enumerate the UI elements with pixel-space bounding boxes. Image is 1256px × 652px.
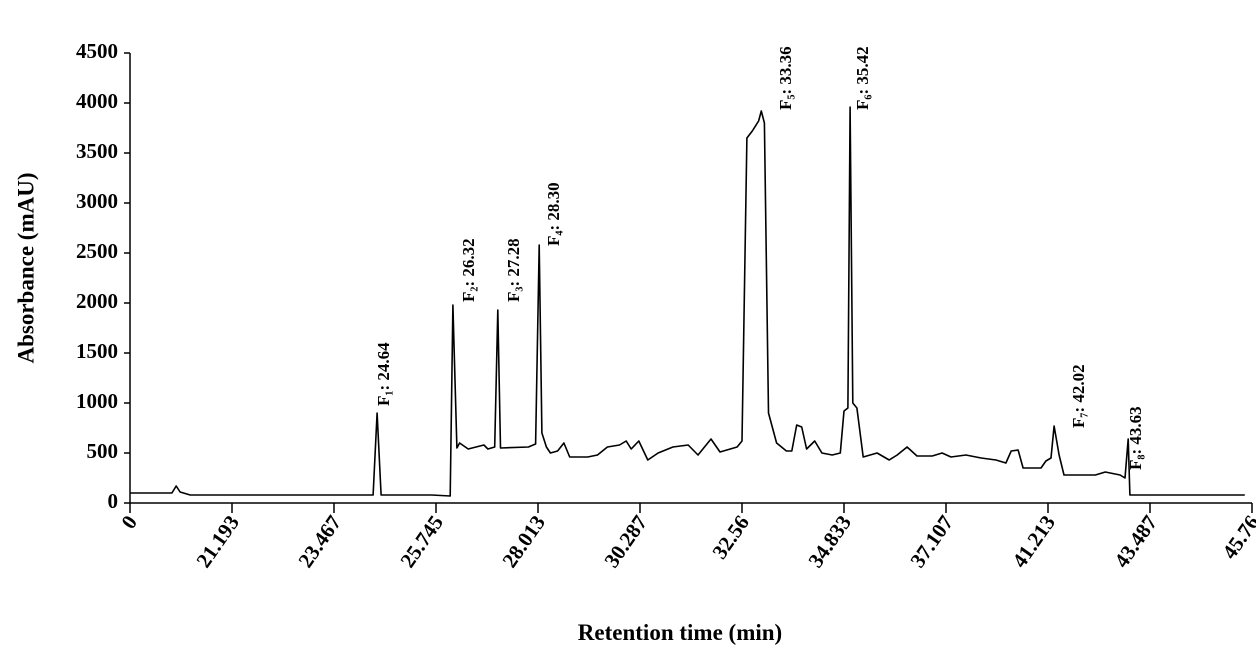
x-axis-title: Retention time (min) bbox=[578, 620, 782, 645]
y-axis-title: Absorbance (mAU) bbox=[13, 172, 38, 363]
y-tick-label: 0 bbox=[108, 489, 119, 513]
x-tick-label: 30.287 bbox=[599, 511, 652, 572]
x-tick-label: 32.56 bbox=[707, 511, 754, 563]
y-tick-label: 2500 bbox=[76, 239, 118, 263]
peak-annotation: F₈: 43.63 bbox=[1126, 406, 1145, 470]
y-tick-label: 500 bbox=[87, 439, 119, 463]
line bbox=[130, 106, 1245, 497]
x-tick-label: 43.487 bbox=[1109, 511, 1162, 572]
y-tick-label: 4500 bbox=[76, 39, 118, 63]
peak-annotation: F₃: 27.28 bbox=[504, 238, 523, 302]
x-tick-label: 0 bbox=[116, 511, 142, 533]
y-tick-label: 3000 bbox=[76, 189, 118, 213]
x-tick-label: 25.745 bbox=[395, 511, 448, 572]
peak-annotation: F₆: 35.42 bbox=[853, 46, 872, 110]
y-tick-label: 3500 bbox=[76, 139, 118, 163]
y-tick-label: 1500 bbox=[76, 339, 118, 363]
x-tick-label: 45.76 bbox=[1217, 511, 1256, 563]
peak-annotation: F₅: 33.36 bbox=[776, 46, 795, 110]
x-tick-label: 34.833 bbox=[803, 511, 856, 572]
peak-annotation: F₁: 24.64 bbox=[374, 342, 393, 406]
x-tick-label: 37.107 bbox=[905, 511, 958, 572]
peak-annotation: F₇: 42.02 bbox=[1069, 364, 1088, 428]
y-tick-label: 2000 bbox=[76, 289, 118, 313]
peak-annotation: F₂: 26.32 bbox=[459, 238, 478, 302]
x-tick-label: 28.013 bbox=[497, 511, 550, 572]
x-tick-label: 21.193 bbox=[191, 511, 244, 572]
x-tick-label: 23.467 bbox=[293, 511, 346, 572]
y-tick-label: 1000 bbox=[76, 389, 118, 413]
x-tick-label: 41.213 bbox=[1007, 511, 1060, 572]
y-tick-label: 4000 bbox=[76, 89, 118, 113]
peak-annotation: F₄: 28.30 bbox=[544, 182, 563, 246]
